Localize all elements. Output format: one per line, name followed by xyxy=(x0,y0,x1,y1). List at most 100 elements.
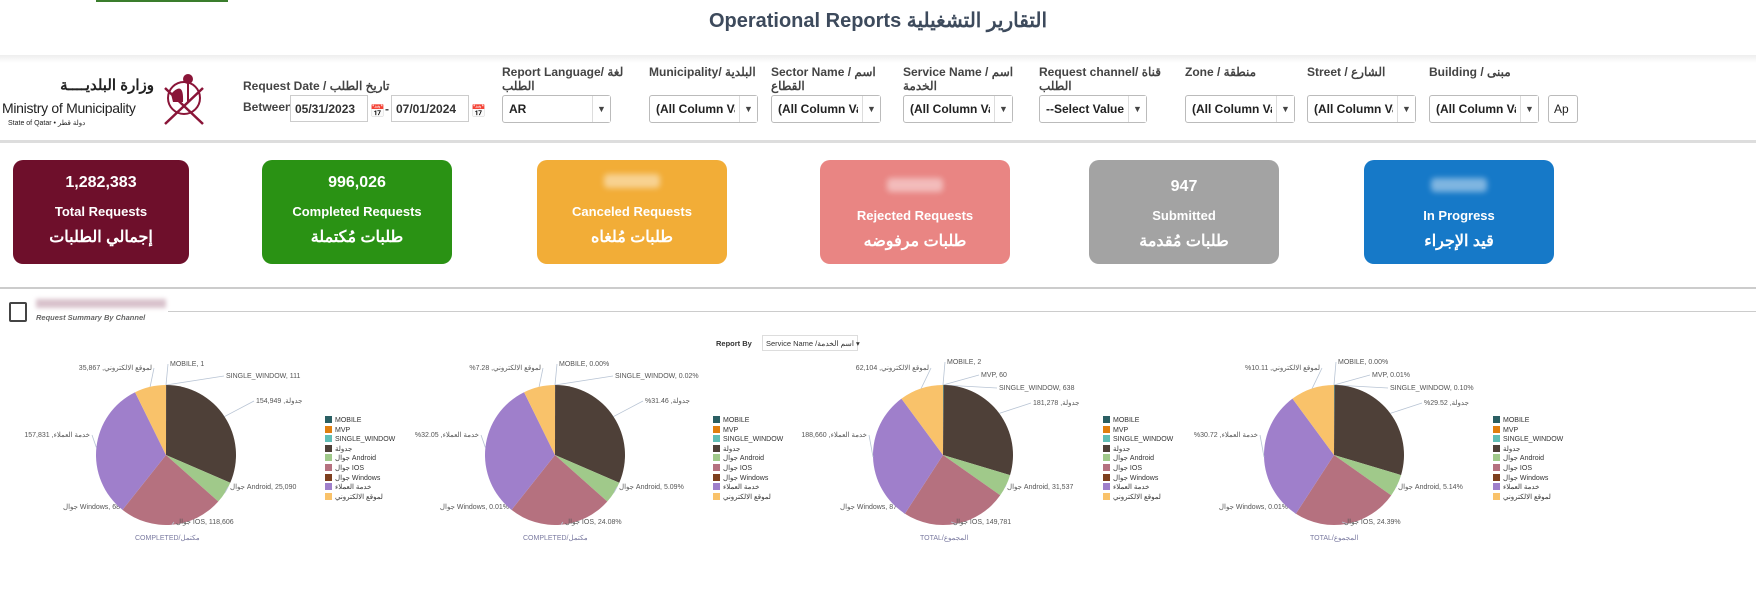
legend-item[interactable]: جوال Windows xyxy=(325,473,395,484)
legend-item[interactable]: جوال IOS xyxy=(713,463,783,474)
legend-item[interactable]: جدولة xyxy=(325,444,395,455)
legend-item[interactable]: SINGLE_WINDOW xyxy=(325,435,395,445)
pie-slice[interactable] xyxy=(511,455,555,510)
date-to-input[interactable]: 07/01/2024 xyxy=(391,95,469,122)
leader-line xyxy=(1334,384,1389,389)
report-language-label: Report Language/ لغة الطلب xyxy=(502,65,624,93)
data-label: MVP, 60 xyxy=(981,372,1007,379)
legend-item[interactable]: جوال Windows xyxy=(1493,473,1563,484)
pie-slice[interactable] xyxy=(122,455,166,510)
data-label: جوال IOS, 118,606 xyxy=(176,518,234,526)
pie-slice[interactable] xyxy=(1292,385,1334,455)
legend-item[interactable]: خدمة العملاء xyxy=(713,483,783,493)
legend-item[interactable]: خدمة العملاء xyxy=(325,483,395,493)
logo-arabic: وزارة البلديــــة xyxy=(60,77,154,94)
municipality-select[interactable]: (All Column Values) ▼ xyxy=(649,95,758,123)
legend-swatch xyxy=(1493,435,1500,443)
legend-swatch xyxy=(325,483,332,491)
pie-slice[interactable] xyxy=(901,385,943,455)
pie-slice[interactable] xyxy=(511,455,608,526)
sector-select[interactable]: (All Column Values) ▼ xyxy=(771,95,881,123)
pie-slice[interactable] xyxy=(1334,455,1402,496)
pie-slice[interactable] xyxy=(1334,385,1404,476)
legend-item[interactable]: MVP xyxy=(1103,425,1173,436)
pie-slice[interactable] xyxy=(1295,455,1334,514)
kpi-card[interactable]: Rejected Requests طلبات مرفوضه xyxy=(820,160,1010,264)
zone-select[interactable]: (All Column Values) ▼ xyxy=(1185,95,1295,123)
legend-item[interactable]: SINGLE_WINDOW xyxy=(713,435,783,445)
date-from-input[interactable]: 05/31/2023 xyxy=(290,95,368,122)
pie-slice[interactable] xyxy=(96,392,166,510)
legend-item[interactable]: لموقع الالكتروني xyxy=(1493,492,1563,503)
pie-slice[interactable] xyxy=(555,455,620,502)
legend-item[interactable]: جدولة xyxy=(1493,444,1563,455)
legend-item[interactable]: خدمة العملاء xyxy=(1493,483,1563,493)
legend-item[interactable]: SINGLE_WINDOW xyxy=(1493,435,1563,445)
pie-slice[interactable] xyxy=(943,385,1013,476)
report-by-select[interactable]: Service Name /اسم الخدمة ▾ xyxy=(762,335,860,351)
pie-slice[interactable] xyxy=(904,455,943,514)
legend-item[interactable]: SINGLE_WINDOW xyxy=(1103,435,1173,445)
legend-item[interactable]: جوال IOS xyxy=(1103,463,1173,474)
calendar-icon[interactable]: 📅 xyxy=(370,104,385,118)
pie-slice[interactable] xyxy=(555,385,625,483)
pie-slice[interactable] xyxy=(166,385,236,483)
legend-item[interactable]: لموقع الالكتروني xyxy=(1103,492,1173,503)
report-language-select[interactable]: AR ▼ xyxy=(502,95,611,123)
kpi-card[interactable]: 947 Submitted طلبات مُقدمة xyxy=(1089,160,1279,264)
pie-slice[interactable] xyxy=(1295,455,1392,525)
legend-item[interactable]: جوال Android xyxy=(325,454,395,464)
pie-slice[interactable] xyxy=(485,392,555,510)
apply-button[interactable]: Ap xyxy=(1548,95,1578,123)
legend-item[interactable]: MOBILE xyxy=(1493,416,1563,426)
legend-item[interactable]: جوال IOS xyxy=(1493,463,1563,474)
legend-item[interactable]: جوال Android xyxy=(713,454,783,464)
chart-legend: MOBILE MVP SINGLE_WINDOW جدولة جوال Android ج… xyxy=(1103,416,1173,502)
leader-line xyxy=(1259,434,1265,458)
pie-slice[interactable] xyxy=(873,398,943,514)
legend-swatch xyxy=(325,473,332,481)
legend-item[interactable]: جوال IOS xyxy=(325,463,395,474)
channel-select[interactable]: --Select Value-- ▼ xyxy=(1039,95,1147,123)
kpi-card[interactable]: In Progress قيد الإجراء xyxy=(1364,160,1554,264)
kpi-label-en: Total Requests xyxy=(54,204,148,219)
legend-item[interactable]: MOBILE xyxy=(1103,416,1173,426)
leader-line xyxy=(898,506,906,514)
building-select[interactable]: (All Column Values) ▼ xyxy=(1429,95,1539,123)
leader-line xyxy=(999,402,1032,414)
pie-slice[interactable] xyxy=(904,455,1001,526)
legend-item[interactable]: جوال Windows xyxy=(1103,473,1173,484)
pie-slice[interactable] xyxy=(122,455,219,525)
kpi-card[interactable]: Canceled Requests طلبات مُلغاه xyxy=(537,160,727,264)
legend-swatch xyxy=(1103,416,1110,423)
legend-item[interactable]: MVP xyxy=(1493,425,1563,436)
pie-slice[interactable] xyxy=(943,455,1011,496)
data-label: MOBILE, 1 xyxy=(170,361,204,368)
legend-item[interactable]: جوال Windows xyxy=(713,473,783,484)
pie-slice[interactable] xyxy=(135,385,166,455)
street-select[interactable]: (All Column Values) ▼ xyxy=(1307,95,1416,123)
legend-item[interactable]: لموقع الالكتروني xyxy=(713,492,783,503)
service-select[interactable]: (All Column Values) ▼ xyxy=(903,95,1013,123)
leader-line xyxy=(480,434,486,448)
calendar-icon[interactable]: 📅 xyxy=(471,104,486,118)
kpi-card[interactable]: 996,026 Completed Requests طلبات مُكتملة xyxy=(262,160,452,264)
pie-slice[interactable] xyxy=(166,455,231,502)
legend-item[interactable]: MVP xyxy=(713,425,783,436)
legend-item[interactable]: لموقع الالكتروني xyxy=(325,492,395,503)
legend-item[interactable]: جدولة xyxy=(713,444,783,455)
legend-item[interactable]: خدمة العملاء xyxy=(1103,483,1173,493)
pie-slice[interactable] xyxy=(943,385,944,455)
data-label: MOBILE, 2 xyxy=(947,359,981,366)
pie-slice[interactable] xyxy=(1263,398,1334,514)
legend-item[interactable]: MOBILE xyxy=(325,416,395,426)
service-value: (All Column Values) xyxy=(910,102,990,116)
legend-item[interactable]: جوال Android xyxy=(1493,454,1563,464)
kpi-card[interactable]: 1,282,383 Total Requests إجمالي الطلبات xyxy=(13,160,189,264)
pie-slice[interactable] xyxy=(524,385,555,455)
legend-item[interactable]: جدولة xyxy=(1103,444,1173,455)
building-value: (All Column Values) xyxy=(1436,102,1516,116)
legend-item[interactable]: جوال Android xyxy=(1103,454,1173,464)
legend-item[interactable]: MVP xyxy=(325,425,395,436)
legend-item[interactable]: MOBILE xyxy=(713,416,783,426)
